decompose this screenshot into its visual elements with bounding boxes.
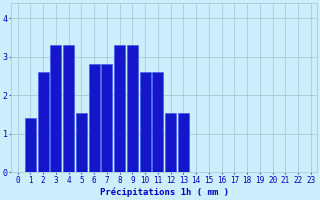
Bar — [89, 64, 100, 172]
X-axis label: Précipitations 1h ( mm ): Précipitations 1h ( mm ) — [100, 188, 229, 197]
Bar — [152, 72, 163, 172]
Bar — [165, 113, 176, 172]
Bar — [63, 45, 74, 172]
Bar — [25, 118, 36, 172]
Bar — [51, 45, 61, 172]
Bar — [178, 113, 189, 172]
Bar — [76, 113, 87, 172]
Bar — [114, 45, 125, 172]
Bar — [140, 72, 150, 172]
Bar — [38, 72, 49, 172]
Bar — [127, 45, 138, 172]
Bar — [101, 64, 112, 172]
